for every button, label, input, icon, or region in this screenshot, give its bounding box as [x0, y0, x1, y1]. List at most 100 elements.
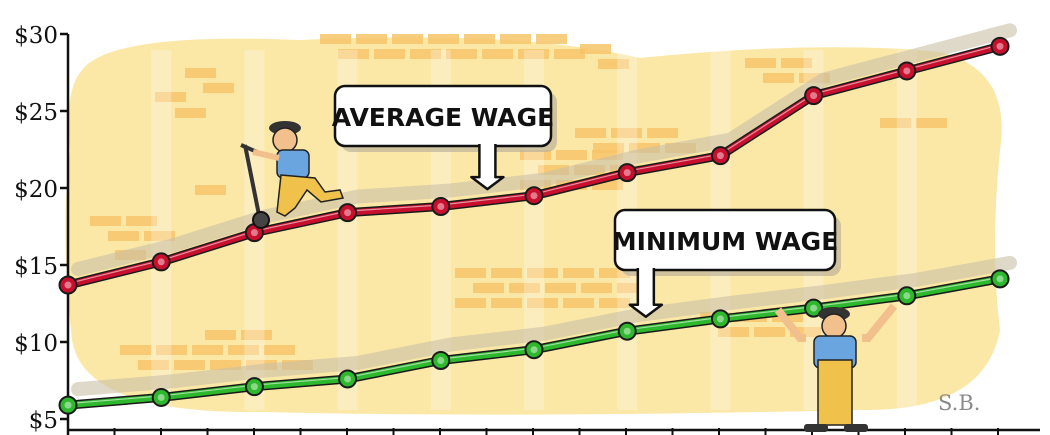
average-wage-callout: AVERAGE WAGE	[332, 84, 557, 191]
data-point-highlight	[810, 304, 818, 312]
y-axis: $5 $10 $15 $20 $25 $30	[14, 23, 1040, 435]
brick	[374, 49, 405, 59]
data-point	[897, 61, 917, 81]
data-point	[524, 340, 544, 360]
data-point	[431, 196, 451, 216]
brick	[718, 327, 749, 337]
brick	[575, 128, 606, 138]
data-point-highlight	[903, 67, 911, 75]
data-point	[151, 387, 171, 407]
y-tick-label: $25	[14, 100, 58, 126]
brick	[763, 73, 794, 83]
series-lines	[58, 36, 1010, 415]
data-point-highlight	[996, 42, 1004, 50]
brick	[264, 345, 295, 355]
minimum-wage-callout: MINIMUM WAGE	[612, 208, 841, 319]
brick	[410, 49, 441, 59]
series-shadow	[71, 23, 1017, 277]
brick	[500, 34, 531, 44]
light-band	[151, 50, 172, 410]
series-shadow	[71, 255, 1017, 397]
worker-lifting-icon	[774, 303, 898, 432]
brick	[598, 59, 629, 69]
data-point-highlight	[437, 356, 445, 364]
brick	[473, 283, 504, 293]
brick	[156, 345, 187, 355]
data-point-highlight	[250, 229, 258, 237]
brick	[228, 345, 259, 355]
data-point	[804, 298, 824, 318]
callout-label: AVERAGE WAGE	[332, 103, 554, 132]
brick	[192, 345, 223, 355]
brick	[580, 44, 611, 54]
brick	[356, 34, 387, 44]
brick	[491, 268, 522, 278]
brick	[203, 83, 234, 93]
data-point-highlight	[64, 401, 72, 409]
brick	[545, 283, 576, 293]
brick	[210, 360, 241, 370]
data-point	[338, 203, 358, 223]
data-point	[617, 321, 637, 341]
brick	[126, 216, 157, 226]
brick	[338, 49, 369, 59]
data-point-highlight	[623, 169, 631, 177]
data-point	[710, 309, 730, 329]
data-point-highlight	[996, 275, 1004, 283]
brick	[175, 108, 206, 118]
brick	[593, 143, 624, 153]
data-point	[990, 36, 1010, 56]
data-point	[617, 163, 637, 183]
data-point	[897, 286, 917, 306]
data-point-highlight	[530, 346, 538, 354]
data-point	[804, 86, 824, 106]
callout-box	[613, 208, 837, 272]
brick	[647, 128, 678, 138]
data-point-highlight	[623, 327, 631, 335]
brick	[538, 165, 569, 175]
brick	[563, 298, 594, 308]
brick	[455, 298, 486, 308]
brick	[90, 216, 121, 226]
brick	[174, 360, 205, 370]
brick	[629, 143, 660, 153]
data-point	[338, 369, 358, 389]
brick	[185, 68, 216, 78]
brick	[195, 185, 226, 195]
brick	[120, 345, 151, 355]
brick	[527, 268, 558, 278]
data-point-highlight	[437, 202, 445, 210]
brick	[428, 34, 459, 44]
data-point-highlight	[810, 92, 818, 100]
callout-arrow	[470, 144, 505, 191]
data-point	[990, 269, 1010, 289]
brick	[144, 231, 175, 241]
brick	[599, 298, 630, 308]
data-point-highlight	[250, 383, 258, 391]
brick	[599, 268, 630, 278]
cartoon-workers	[240, 121, 898, 432]
brick	[611, 128, 642, 138]
brick	[205, 330, 236, 340]
callout-label: MINIMUM WAGE	[612, 227, 839, 256]
data-point	[710, 146, 730, 166]
brick	[138, 360, 169, 370]
brick	[320, 34, 351, 44]
data-point-highlight	[530, 192, 538, 200]
data-point	[151, 252, 171, 272]
brick	[754, 327, 785, 337]
brick	[455, 268, 486, 278]
brick	[554, 49, 585, 59]
data-point-highlight	[157, 258, 165, 266]
brick	[592, 180, 623, 190]
data-point-highlight	[903, 292, 911, 300]
brick	[880, 118, 911, 128]
brick	[745, 58, 776, 68]
data-point-highlight	[344, 375, 352, 383]
brick	[556, 150, 587, 160]
callouts: AVERAGE WAGE MINIMUM WAGE	[332, 84, 841, 319]
y-tick-label: $15	[14, 254, 58, 280]
brick	[155, 92, 186, 102]
brick	[781, 58, 812, 68]
